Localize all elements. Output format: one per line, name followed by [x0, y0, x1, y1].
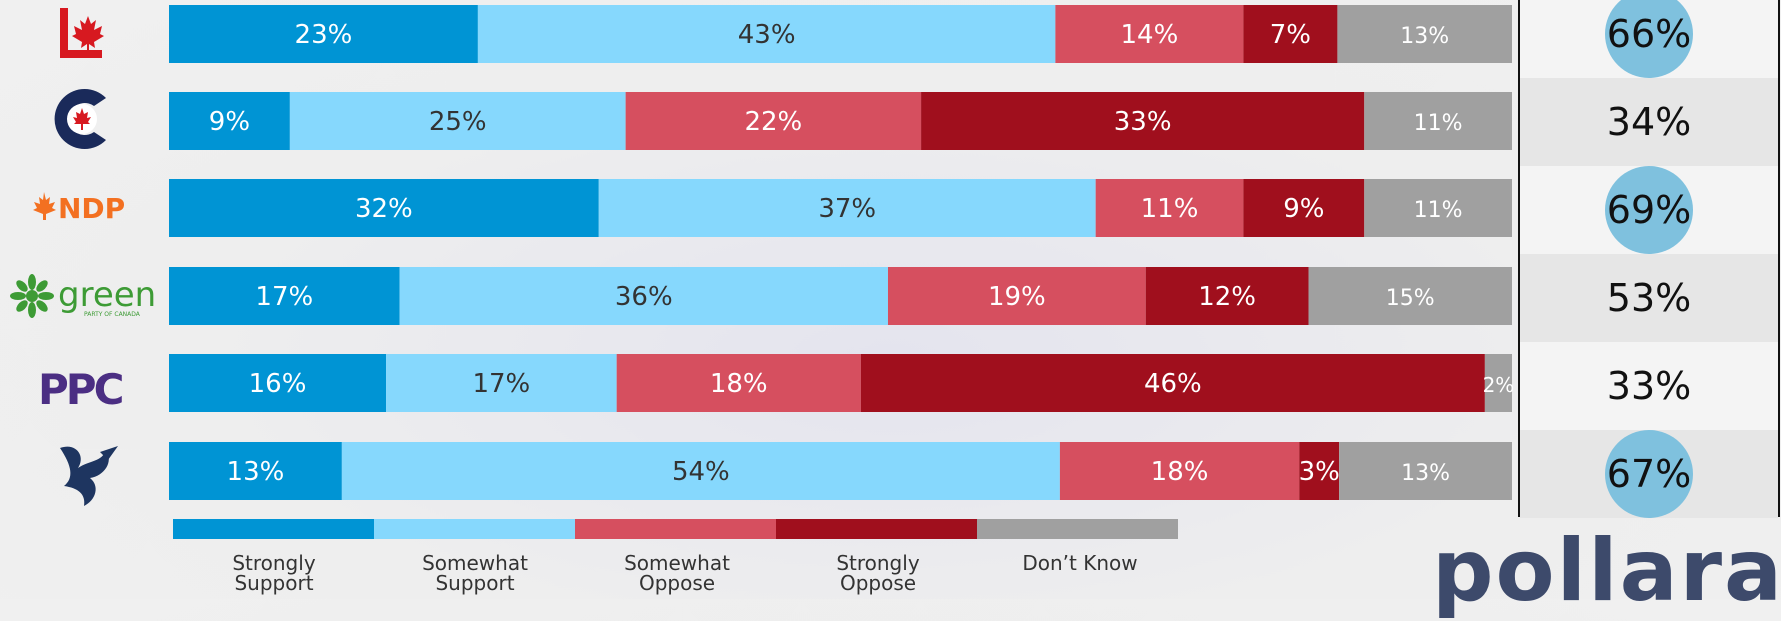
liberal-logo — [56, 6, 116, 60]
legend-swatch — [575, 519, 776, 539]
bar-segment — [1364, 179, 1512, 237]
bar-segment — [625, 92, 922, 150]
bar-data-label: 12% — [1198, 282, 1256, 312]
bar-data-label: 16% — [249, 369, 307, 399]
bar-segment — [169, 5, 478, 63]
ppc-logo: PPC — [38, 362, 134, 414]
bar-data-label: 19% — [988, 282, 1046, 312]
bar-data-label: 46% — [1144, 369, 1202, 399]
bloc-quebecois-logo — [56, 442, 122, 508]
bar-segment — [1145, 267, 1309, 325]
highlight-circle — [1605, 166, 1693, 254]
bar-segment — [1339, 442, 1512, 500]
total-cell: 69% — [1520, 166, 1778, 254]
bar-data-label: 17% — [472, 369, 530, 399]
legend-label-strongly-support: Strongly Support — [232, 551, 316, 595]
bar-segment — [860, 354, 1485, 412]
bar-segment — [399, 267, 888, 325]
bar-data-label: 25% — [429, 107, 487, 137]
total-cell: 67% — [1520, 430, 1778, 518]
legend-label-dont-know: Don’t Know — [1022, 551, 1138, 575]
conservative-logo — [48, 84, 114, 154]
total-cell: 66% — [1520, 0, 1778, 78]
bar-segment — [1299, 442, 1340, 500]
total-value: 34% — [1606, 100, 1692, 144]
bar-segment — [616, 354, 861, 412]
total-value: 53% — [1606, 276, 1692, 320]
bar-segment — [1364, 92, 1512, 150]
legend-label-somewhat-support: Somewhat Support — [422, 551, 528, 595]
bar-data-label: 13% — [1401, 461, 1450, 486]
total-cell: 33% — [1520, 342, 1778, 430]
bar-segment — [1243, 179, 1365, 237]
bar-data-label: 15% — [1386, 286, 1435, 311]
green-logo: green PARTY OF CANADA — [10, 272, 166, 322]
highlight-circle — [1605, 430, 1693, 518]
legend-swatch — [374, 519, 575, 539]
bar-data-label: 9% — [209, 107, 250, 137]
bar-data-label: 3% — [1299, 457, 1340, 487]
bar-segment — [1484, 354, 1512, 412]
support-total-panel: 66% 34% 69% 53% 33% 67% — [1518, 0, 1780, 518]
bar-data-label: 32% — [355, 194, 413, 224]
pollara-logo: pollara — [1432, 521, 1781, 621]
bar-data-label: 22% — [744, 107, 802, 137]
bar-segment — [341, 442, 1060, 500]
bar-data-label: 23% — [295, 20, 353, 50]
bar-segment — [477, 5, 1056, 63]
green-logo-text: green — [58, 275, 156, 315]
bar-segment — [1243, 5, 1338, 63]
bar-data-label: 18% — [1151, 457, 1209, 487]
bar-segment — [169, 354, 387, 412]
bar-data-label: 7% — [1270, 20, 1311, 50]
bar-segment — [289, 92, 626, 150]
bar-data-label: 14% — [1120, 20, 1178, 50]
total-cell: 53% — [1520, 254, 1778, 342]
bar-segment — [1337, 5, 1512, 63]
bar-data-label: 9% — [1283, 194, 1324, 224]
bar-segment — [1308, 267, 1512, 325]
bar-segment — [1095, 179, 1244, 237]
bar-segment — [598, 179, 1096, 237]
ppc-logo-text: PPC — [38, 365, 123, 412]
ndp-logo-text: NDP — [58, 192, 125, 225]
bar-data-label: 37% — [818, 194, 876, 224]
total-cell: 34% — [1520, 78, 1778, 166]
bar-data-label: 2% — [1483, 373, 1515, 397]
bar-segment — [169, 267, 400, 325]
total-value: 33% — [1606, 364, 1692, 408]
bar-data-label: 17% — [255, 282, 313, 312]
bar-segment — [1055, 5, 1244, 63]
bar-segment — [887, 267, 1146, 325]
bar-data-label: 11% — [1141, 194, 1199, 224]
total-value: 66% — [1606, 12, 1692, 56]
legend-label-strongly-oppose: Strongly Oppose — [836, 551, 920, 595]
legend-swatch — [977, 519, 1178, 539]
total-value: 67% — [1606, 452, 1692, 496]
ndp-logo: NDP — [32, 188, 144, 226]
bar-segment — [169, 179, 599, 237]
highlight-circle — [1605, 0, 1693, 78]
bar-data-label: 33% — [1114, 107, 1172, 137]
bar-segment — [1059, 442, 1300, 500]
green-logo-subtext: PARTY OF CANADA — [84, 311, 141, 318]
bar-data-label: 18% — [710, 369, 768, 399]
total-value: 69% — [1606, 188, 1692, 232]
legend-swatch — [776, 519, 977, 539]
stacked-bar-chart: 23% 43% 14% 7% 13% 9% 25% 22% 33% 11% 32% 37% 11% 9% 1… — [169, 5, 1515, 539]
bar-segment — [169, 442, 342, 500]
bar-data-label: 54% — [672, 457, 730, 487]
bar-data-label: 13% — [227, 457, 285, 487]
bar-segment — [386, 354, 617, 412]
bar-segment — [921, 92, 1365, 150]
legend-swatch — [173, 519, 374, 539]
legend-label-somewhat-oppose: Somewhat Oppose — [624, 551, 730, 595]
bar-data-label: 11% — [1414, 111, 1463, 136]
bar-data-label: 43% — [738, 20, 796, 50]
bar-data-label: 36% — [615, 282, 673, 312]
bar-segment — [169, 92, 290, 150]
bar-data-label: 13% — [1400, 24, 1449, 49]
bar-data-label: 11% — [1414, 198, 1463, 223]
